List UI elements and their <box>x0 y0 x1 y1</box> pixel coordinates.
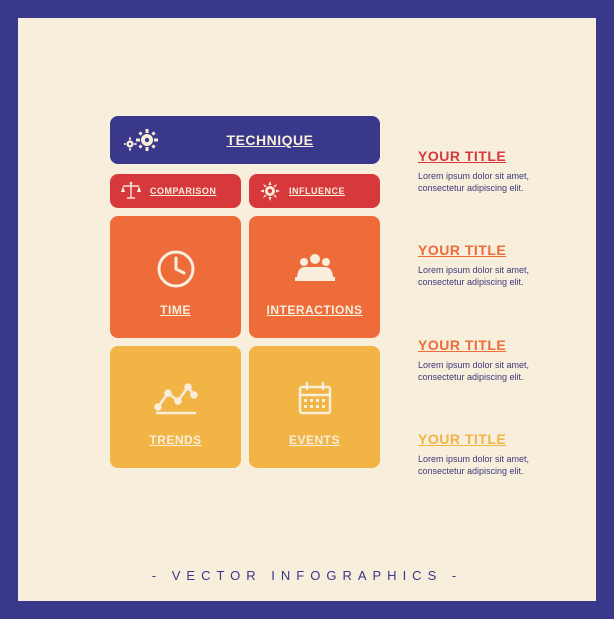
gears-icon <box>124 122 160 158</box>
tile-label: TRENDS <box>149 433 201 447</box>
people-icon <box>293 247 337 291</box>
sidebar-title: YOUR TITLE <box>418 431 568 447</box>
sidebar-body: Lorem ipsum dolor sit amet, consectetur … <box>418 359 568 383</box>
footer-text: - VECTOR INFOGRAPHICS - <box>18 568 596 583</box>
tile-influence: INFLUENCE <box>249 174 380 208</box>
sunburst-icon <box>259 180 281 202</box>
tile-events: EVENTS <box>249 346 380 468</box>
sidebar-body: Lorem ipsum dolor sit amet, consectetur … <box>418 264 568 288</box>
tile-label: COMPARISON <box>150 186 216 196</box>
sidebar-body: Lorem ipsum dolor sit amet, consectetur … <box>418 453 568 477</box>
sidebar-title: YOUR TITLE <box>418 337 568 353</box>
tile-label: TECHNIQUE <box>174 132 366 148</box>
tile-interactions: INTERACTIONS <box>249 216 380 338</box>
tile-comparison: COMPARISON <box>110 174 241 208</box>
tile-trends: TRENDS <box>110 346 241 468</box>
sidebar-block-4: YOUR TITLE Lorem ipsum dolor sit amet, c… <box>418 431 568 477</box>
scales-icon <box>120 180 142 202</box>
tile-label: EVENTS <box>289 433 340 447</box>
tile-grid: TECHNIQUE COMPARISON <box>110 116 380 468</box>
tile-label: INTERACTIONS <box>267 303 363 317</box>
sidebar: YOUR TITLE Lorem ipsum dolor sit amet, c… <box>418 148 568 525</box>
calendar-icon <box>293 377 337 421</box>
sidebar-body: Lorem ipsum dolor sit amet, consectetur … <box>418 170 568 194</box>
clock-icon <box>154 247 198 291</box>
sidebar-title: YOUR TITLE <box>418 148 568 164</box>
infographic-canvas: TECHNIQUE COMPARISON <box>18 18 596 601</box>
tile-label: TIME <box>160 303 191 317</box>
sidebar-block-1: YOUR TITLE Lorem ipsum dolor sit amet, c… <box>418 148 568 194</box>
sidebar-title: YOUR TITLE <box>418 242 568 258</box>
sidebar-block-2: YOUR TITLE Lorem ipsum dolor sit amet, c… <box>418 242 568 288</box>
tile-time: TIME <box>110 216 241 338</box>
sidebar-block-3: YOUR TITLE Lorem ipsum dolor sit amet, c… <box>418 337 568 383</box>
chart-icon <box>154 377 198 421</box>
tile-label: INFLUENCE <box>289 186 345 196</box>
tile-technique: TECHNIQUE <box>110 116 380 164</box>
